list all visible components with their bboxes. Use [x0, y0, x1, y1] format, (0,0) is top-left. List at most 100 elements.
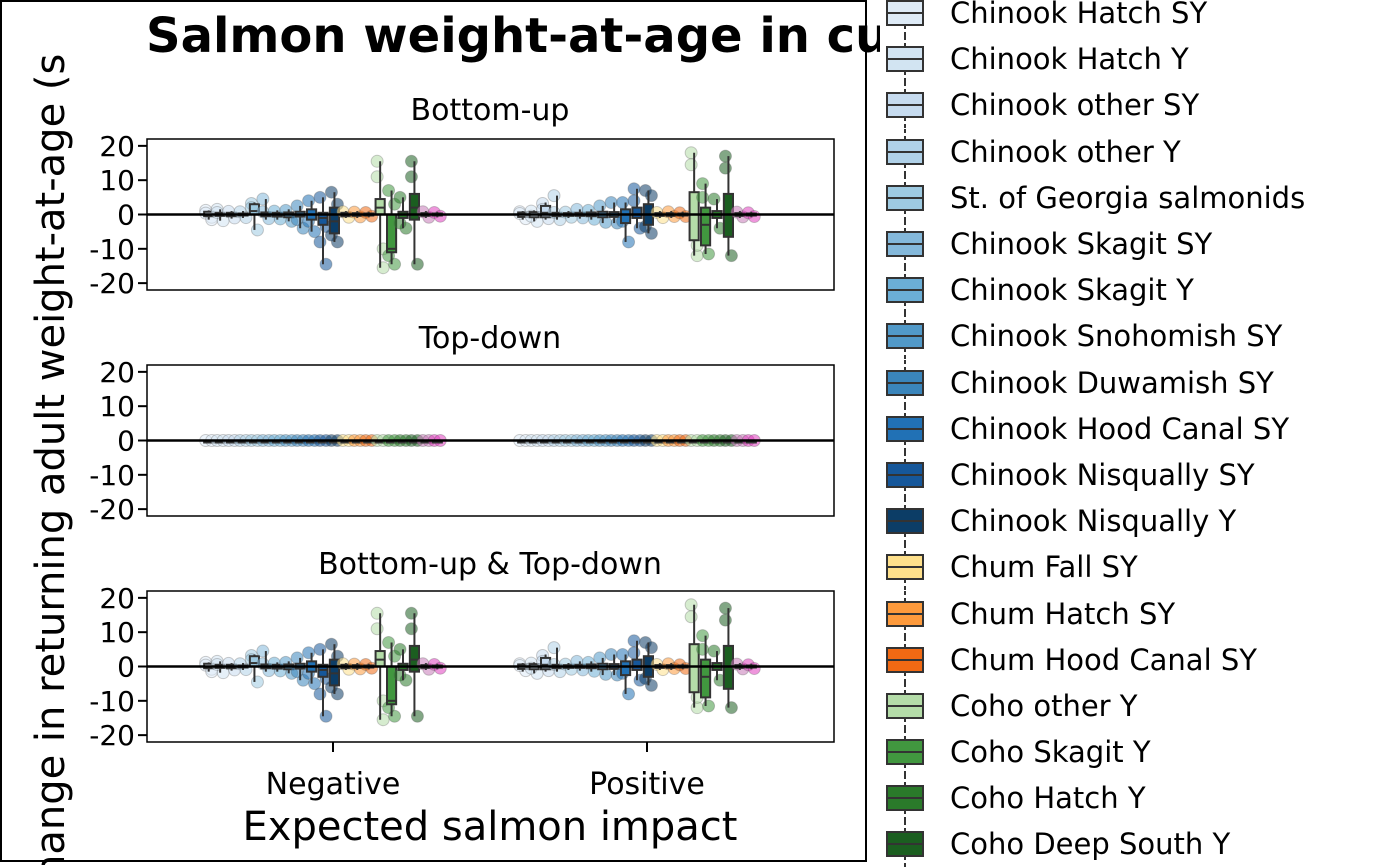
legend-item: Chum Hood Canal SY: [886, 636, 1400, 683]
data-point: [256, 192, 270, 206]
y-tick-label: -20: [89, 719, 135, 752]
legend-item: Chinook Hatch Y: [886, 36, 1400, 83]
data-point: [684, 610, 698, 624]
legend-item: Coho Hatch Y: [886, 775, 1400, 822]
legend-item: Chinook Hood Canal SY: [886, 405, 1400, 452]
legend-label: Coho Deep South Y: [950, 827, 1231, 862]
box: [631, 206, 643, 219]
y-axis-label: hange in returning adult weight-at-age (…: [28, 54, 74, 865]
y-tick-label: 20: [99, 582, 135, 615]
legend-item: Chinook other SY: [886, 82, 1400, 129]
legend-item: St. of Georgia salmonids: [886, 174, 1400, 221]
y-tick-label: 0: [117, 199, 135, 232]
legend-label: Chinook Hood Canal SY: [950, 411, 1290, 446]
box: [631, 658, 643, 671]
box: [620, 208, 632, 225]
legend-item: Chum Hatch SY: [886, 590, 1400, 637]
legend-label: Coho other Y: [950, 688, 1138, 723]
y-tick-label: -10: [89, 233, 135, 266]
box: [688, 191, 700, 242]
y-tick-label: -10: [89, 685, 135, 718]
data-point: [410, 257, 424, 271]
data-point: [627, 646, 641, 660]
data-point: [644, 641, 658, 655]
box: [688, 643, 700, 694]
legend-label: Chinook Nisqually Y: [950, 504, 1237, 539]
data-point: [256, 644, 270, 658]
legend-swatch: [886, 498, 924, 545]
legend-swatch: [886, 313, 924, 360]
panel-title: Bottom-up & Top-down: [318, 547, 662, 582]
data-point: [302, 646, 316, 660]
x-axis-label: Expected salmon impact: [243, 804, 738, 850]
data-point: [696, 177, 710, 191]
data-point: [370, 170, 384, 184]
legend-label: Chinook Snohomish SY: [950, 319, 1283, 354]
data-point: [376, 713, 390, 727]
y-tick-label: 10: [99, 164, 135, 197]
legend-swatch: [886, 36, 924, 83]
data-point: [290, 199, 304, 213]
data-point: [604, 647, 618, 661]
legend-swatch: [886, 128, 924, 175]
data-point: [684, 598, 698, 612]
data-point: [702, 699, 716, 713]
y-tick-label: 10: [99, 390, 135, 423]
data-point: [313, 687, 327, 701]
data-point: [702, 247, 716, 261]
data-point: [707, 644, 721, 658]
legend-item: Chum Fall SY: [886, 544, 1400, 591]
legend-swatch: [886, 359, 924, 406]
y-tick-label: 20: [99, 356, 135, 389]
data-point: [684, 158, 698, 172]
legend-swatch: [886, 267, 924, 314]
legend-label: Chinook Skagit SY: [950, 227, 1213, 262]
x-tick-label: Positive: [589, 767, 705, 802]
box: [620, 660, 632, 677]
legend-swatch: [886, 451, 924, 498]
data-point: [604, 195, 618, 209]
data-point: [404, 622, 418, 636]
data-point: [382, 635, 396, 649]
box: [700, 658, 712, 699]
data-point: [627, 194, 641, 208]
data-point: [324, 185, 338, 199]
chart-canvas: Salmon weight-at-age in cumulative scena…: [28, 8, 880, 865]
data-point: [376, 261, 390, 275]
legend-label: Chinook other Y: [950, 134, 1181, 169]
data-point: [404, 170, 418, 184]
y-tick-label: -20: [89, 493, 135, 526]
y-tick-label: 20: [99, 130, 135, 163]
data-point: [707, 192, 721, 206]
legend-item: Chinook other Y: [886, 128, 1400, 175]
data-point: [547, 641, 561, 655]
data-point: [622, 687, 636, 701]
panel-frame: [146, 590, 835, 743]
data-point: [370, 606, 384, 620]
data-point: [718, 161, 732, 175]
data-point: [724, 249, 738, 263]
data-point: [393, 642, 407, 656]
y-tick-label: 10: [99, 616, 135, 649]
data-point: [324, 637, 338, 651]
data-point: [250, 223, 264, 237]
legend-item: Chinook Nisqually SY: [886, 451, 1400, 498]
data-point: [370, 154, 384, 168]
data-point: [696, 190, 710, 204]
legend-label: Chinook Skagit Y: [950, 273, 1194, 308]
legend-swatch: [886, 775, 924, 822]
data-point: [302, 194, 316, 208]
legend-item: Chinook Nisqually Y: [886, 498, 1400, 545]
y-tick-label: 0: [117, 425, 135, 458]
data-point: [404, 606, 418, 620]
data-point: [313, 642, 327, 656]
data-point: [593, 199, 607, 213]
panels-group: Bottom-up20100-10-20Top-down20100-10-20B…: [89, 93, 835, 802]
legend-label: Chinook Nisqually SY: [950, 457, 1255, 492]
x-tick-label: Negative: [266, 767, 401, 802]
data-point: [250, 675, 264, 689]
chart-title: Salmon weight-at-age in cumulative scena…: [146, 8, 880, 64]
y-tick-label: -20: [89, 267, 135, 300]
data-point: [593, 651, 607, 665]
legend-label: Chinook Hatch SY: [950, 0, 1208, 31]
